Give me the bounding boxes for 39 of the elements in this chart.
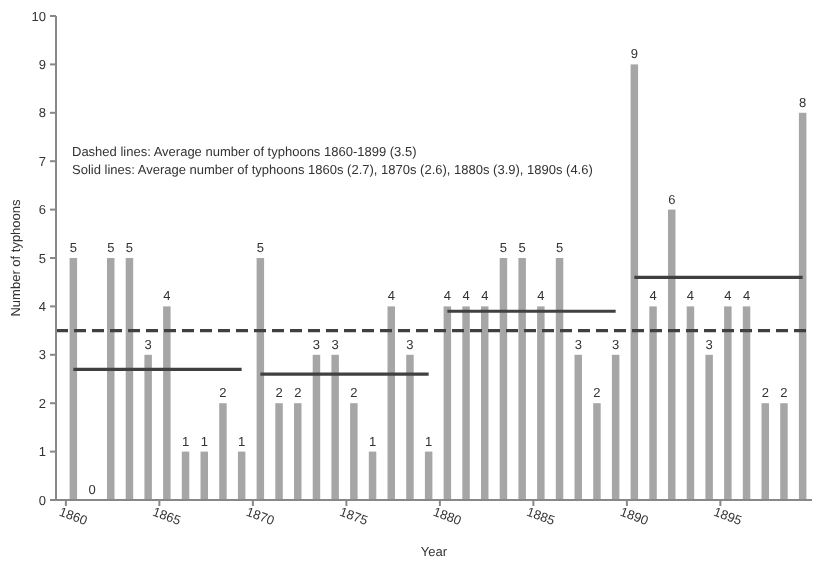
bar xyxy=(107,258,115,500)
bar xyxy=(350,403,358,500)
bar xyxy=(424,451,433,500)
bar xyxy=(275,403,283,500)
bar xyxy=(443,306,452,500)
bar xyxy=(144,354,152,500)
bar xyxy=(705,354,713,500)
bar xyxy=(125,258,134,500)
bar xyxy=(724,306,732,500)
bar xyxy=(256,258,265,500)
bar xyxy=(331,354,339,500)
bar xyxy=(630,64,639,500)
bar xyxy=(555,258,564,500)
bar xyxy=(668,209,676,500)
bar xyxy=(462,306,470,500)
bar xyxy=(537,306,545,500)
bar xyxy=(593,403,601,500)
bar xyxy=(312,354,321,500)
bar xyxy=(368,451,377,500)
bar xyxy=(294,403,302,500)
bar xyxy=(742,306,751,500)
bar xyxy=(798,112,807,500)
bar xyxy=(686,306,695,500)
bar xyxy=(219,403,227,500)
bar xyxy=(518,258,526,500)
bar xyxy=(200,451,208,500)
bar xyxy=(649,306,657,500)
bar xyxy=(387,306,395,500)
bar xyxy=(481,306,489,500)
bar xyxy=(163,306,171,500)
bar xyxy=(181,451,190,500)
bar xyxy=(780,403,788,500)
bar xyxy=(237,451,246,500)
bar xyxy=(69,258,78,500)
bar xyxy=(406,354,414,500)
bar xyxy=(499,258,508,500)
bar xyxy=(574,354,582,500)
bar xyxy=(761,403,769,500)
bar xyxy=(611,354,620,500)
